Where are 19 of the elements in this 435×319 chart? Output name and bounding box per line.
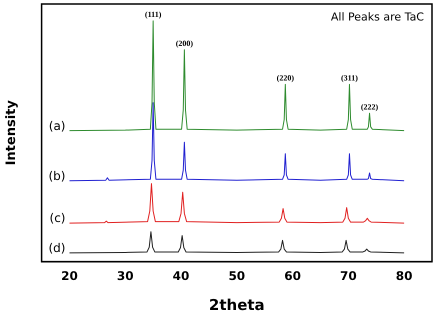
annotation: All Peaks are TaC xyxy=(330,10,424,24)
x-tick-label: 30 xyxy=(116,268,134,283)
annotation: (200) xyxy=(176,38,194,48)
annotation: (222) xyxy=(360,102,379,112)
y-axis-title: Intensity xyxy=(4,100,20,166)
x-tick-label: 70 xyxy=(340,268,357,283)
annotation: (220) xyxy=(276,73,294,82)
series-label: (b) xyxy=(48,168,66,183)
x-tick-label: 60 xyxy=(284,268,301,283)
x-tick-label: 50 xyxy=(228,268,246,283)
x-axis-title: 2theta xyxy=(208,296,265,314)
series-label: (c) xyxy=(50,211,66,226)
x-tick-label: 20 xyxy=(61,268,78,283)
x-tick-label: 40 xyxy=(172,268,190,283)
annotation: (311) xyxy=(341,73,358,82)
series-label: (d) xyxy=(48,241,66,256)
x-tick-label: 80 xyxy=(396,268,412,283)
annotation: (111) xyxy=(144,10,162,19)
series-label: (a) xyxy=(48,118,66,133)
